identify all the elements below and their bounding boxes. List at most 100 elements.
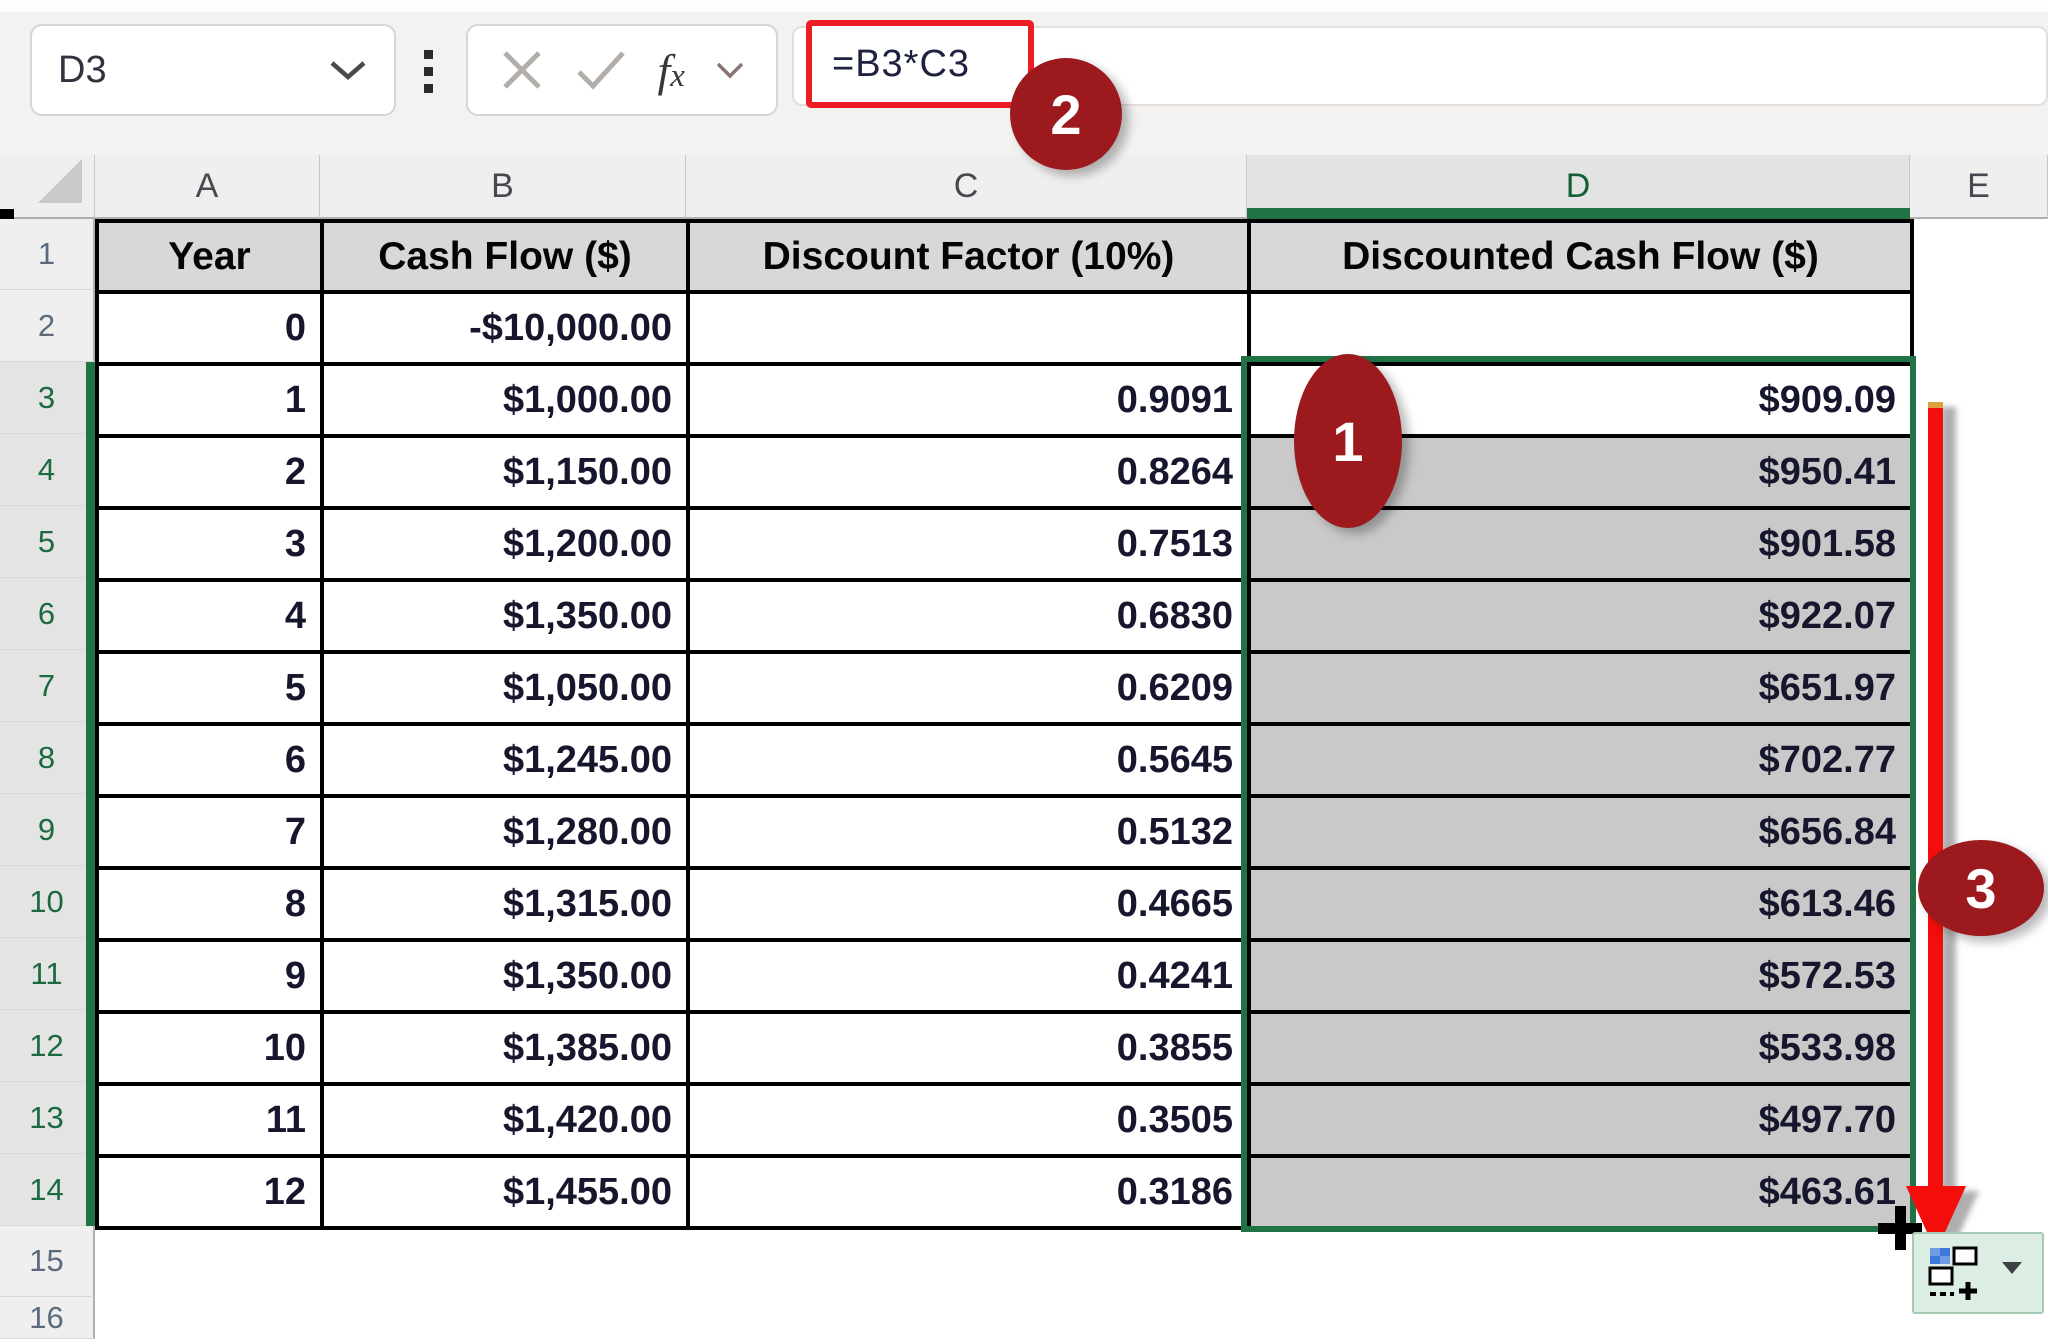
cell-D5[interactable]: $901.58 <box>1251 510 1914 582</box>
cell-C7[interactable]: 0.6209 <box>690 654 1251 726</box>
name-box[interactable]: D3 <box>30 24 396 116</box>
cell-A2[interactable]: 0 <box>99 294 324 366</box>
badge-3: 3 <box>1918 840 2044 936</box>
cell-D13[interactable]: $497.70 <box>1251 1086 1914 1158</box>
cell-A6[interactable]: 4 <box>99 582 324 654</box>
cell-C6[interactable]: 0.6830 <box>690 582 1251 654</box>
cell-C12[interactable]: 0.3855 <box>690 1014 1251 1086</box>
cell-D7[interactable]: $651.97 <box>1251 654 1914 726</box>
column-header-B[interactable]: B <box>320 155 686 219</box>
column-header-A[interactable]: A <box>95 155 320 219</box>
select-all-triangle-icon <box>38 159 82 203</box>
cell-B14[interactable]: $1,455.00 <box>324 1158 690 1230</box>
insert-function-fx-icon[interactable]: fx <box>657 44 685 96</box>
chevron-down-icon[interactable] <box>328 58 368 82</box>
row-header-5[interactable]: 5 <box>0 506 95 578</box>
arrow-tail-cap <box>1928 402 1943 411</box>
row-header-9[interactable]: 9 <box>0 794 95 866</box>
cell-A11[interactable]: 9 <box>99 942 324 1014</box>
cell-A9[interactable]: 7 <box>99 798 324 870</box>
cell-C11[interactable]: 0.4241 <box>690 942 1251 1014</box>
cancel-x-icon[interactable] <box>499 47 545 93</box>
row-header-12[interactable]: 12 <box>0 1010 95 1082</box>
fx-chevron-down-icon[interactable] <box>715 60 745 80</box>
cell-C3[interactable]: 0.9091 <box>690 366 1251 438</box>
row-header-15[interactable]: 15 <box>0 1226 95 1297</box>
cell-D1[interactable]: Discounted Cash Flow ($) <box>1251 223 1914 294</box>
cell-B13[interactable]: $1,420.00 <box>324 1086 690 1158</box>
cell-A13[interactable]: 11 <box>99 1086 324 1158</box>
cell-D9[interactable]: $656.84 <box>1251 798 1914 870</box>
cell-B3[interactable]: $1,000.00 <box>324 366 690 438</box>
cell-B12[interactable]: $1,385.00 <box>324 1014 690 1086</box>
cell-D14[interactable]: $463.61 <box>1251 1158 1914 1230</box>
column-header-E[interactable]: E <box>1910 155 2048 219</box>
column-header-C[interactable]: C <box>686 155 1247 219</box>
row-header-6[interactable]: 6 <box>0 578 95 650</box>
row-header-selection-bar <box>86 362 95 1226</box>
row-header-10[interactable]: 10 <box>0 866 95 938</box>
cell-A14[interactable]: 12 <box>99 1158 324 1230</box>
worksheet-table: Year Cash Flow ($) Discount Factor (10%) Di… <box>95 219 1914 1230</box>
cell-A7[interactable]: 5 <box>99 654 324 726</box>
cell-A4[interactable]: 2 <box>99 438 324 510</box>
cell-D2[interactable] <box>1251 294 1914 366</box>
row-header-2[interactable]: 2 <box>0 290 95 362</box>
row-header-8[interactable]: 8 <box>0 722 95 794</box>
pane-edge-mark <box>0 209 14 219</box>
enter-check-icon[interactable] <box>575 48 627 92</box>
formula-highlight-box: =B3*C3 <box>806 20 1034 108</box>
cell-B9[interactable]: $1,280.00 <box>324 798 690 870</box>
row-header-7[interactable]: 7 <box>0 650 95 722</box>
cell-A1[interactable]: Year <box>99 223 324 294</box>
cell-B1[interactable]: Cash Flow ($) <box>324 223 690 294</box>
cell-A8[interactable]: 6 <box>99 726 324 798</box>
cell-C4[interactable]: 0.8264 <box>690 438 1251 510</box>
cell-C9[interactable]: 0.5132 <box>690 798 1251 870</box>
auto-fill-options-icon <box>1928 1246 1978 1300</box>
cell-C10[interactable]: 0.4665 <box>690 870 1251 942</box>
cell-A3[interactable]: 1 <box>99 366 324 438</box>
cell-B5[interactable]: $1,200.00 <box>324 510 690 582</box>
formula-text: =B3*C3 <box>832 42 971 85</box>
cell-D8[interactable]: $702.77 <box>1251 726 1914 798</box>
badge-1: 1 <box>1294 354 1402 528</box>
cell-C1[interactable]: Discount Factor (10%) <box>690 223 1251 294</box>
cell-D11[interactable]: $572.53 <box>1251 942 1914 1014</box>
row-header-16[interactable]: 16 <box>0 1297 95 1339</box>
cell-B8[interactable]: $1,245.00 <box>324 726 690 798</box>
cell-B6[interactable]: $1,350.00 <box>324 582 690 654</box>
top-strip <box>0 0 2048 12</box>
row-header-14[interactable]: 14 <box>0 1154 95 1226</box>
badge-2: 2 <box>1010 58 1122 170</box>
cell-C13[interactable]: 0.3505 <box>690 1086 1251 1158</box>
arrow-shaft <box>1928 408 1943 1190</box>
row-header-1[interactable]: 1 <box>0 219 95 290</box>
cell-D12[interactable]: $533.98 <box>1251 1014 1914 1086</box>
row-header-3[interactable]: 3 <box>0 362 95 434</box>
row-header-13[interactable]: 13 <box>0 1082 95 1154</box>
formula-bar-chrome: D3 fx =B3*C3 <box>0 0 2048 155</box>
cell-B2[interactable]: -$10,000.00 <box>324 294 690 366</box>
cell-B7[interactable]: $1,050.00 <box>324 654 690 726</box>
row-header-11[interactable]: 11 <box>0 938 95 1010</box>
cell-B10[interactable]: $1,315.00 <box>324 870 690 942</box>
cell-B4[interactable]: $1,150.00 <box>324 438 690 510</box>
cell-D6[interactable]: $922.07 <box>1251 582 1914 654</box>
select-all-corner[interactable] <box>0 155 95 219</box>
cell-A5[interactable]: 3 <box>99 510 324 582</box>
cell-B11[interactable]: $1,350.00 <box>324 942 690 1014</box>
name-box-value: D3 <box>58 48 107 91</box>
fill-handle-plus-cursor[interactable] <box>1878 1206 1922 1250</box>
cell-C14[interactable]: 0.3186 <box>690 1158 1251 1230</box>
cell-C8[interactable]: 0.5645 <box>690 726 1251 798</box>
cell-A12[interactable]: 10 <box>99 1014 324 1086</box>
cell-C5[interactable]: 0.7513 <box>690 510 1251 582</box>
cell-D10[interactable]: $613.46 <box>1251 870 1914 942</box>
column-header-selection-bar <box>1247 208 1910 219</box>
cell-A10[interactable]: 8 <box>99 870 324 942</box>
cell-C2[interactable] <box>690 294 1251 366</box>
auto-fill-dropdown-caret-icon[interactable] <box>2002 1262 2022 1274</box>
row-header-4[interactable]: 4 <box>0 434 95 506</box>
auto-fill-options-button[interactable] <box>1912 1232 2044 1314</box>
